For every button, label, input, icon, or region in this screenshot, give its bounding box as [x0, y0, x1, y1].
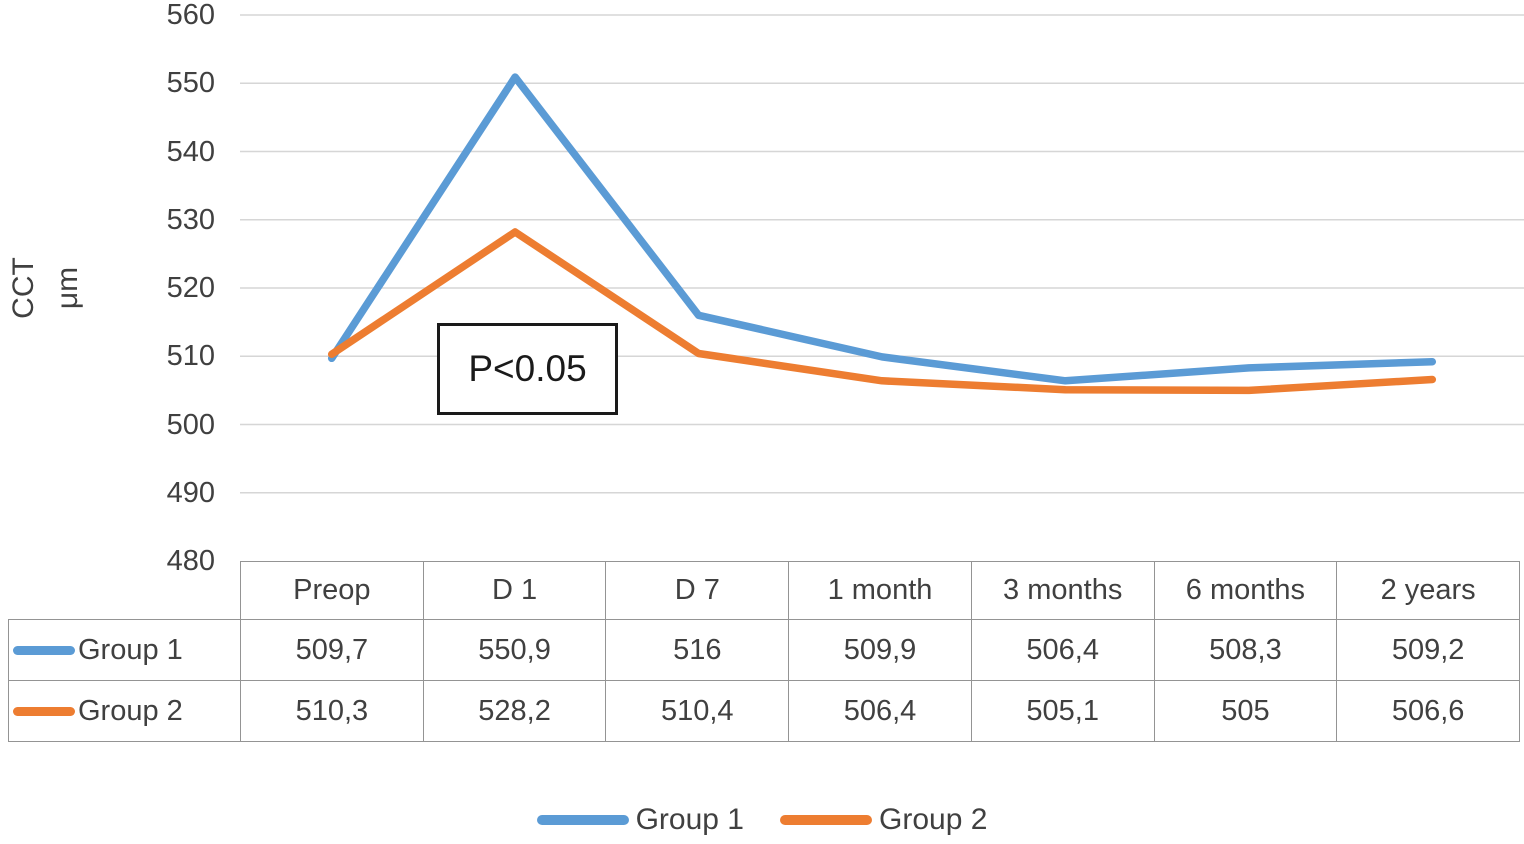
- table-value-cell: 510,3: [241, 681, 424, 742]
- legend-item-group-2: Group 2: [780, 803, 987, 837]
- y-axis-title-line1: CCT: [7, 257, 40, 319]
- series-key-line-icon: [13, 706, 75, 716]
- series-name-label: Group 2: [78, 694, 183, 727]
- y-axis-tick-label-500: 500: [166, 408, 215, 441]
- table-value-cell: 506,4: [971, 620, 1155, 681]
- y-axis-tick-label-530: 530: [166, 203, 215, 236]
- table-value-cell: 528,2: [423, 681, 607, 742]
- series-line-group-2: [327, 228, 1437, 395]
- table-header-cell-7: 2 years: [1337, 561, 1520, 620]
- table-value-cell: 505: [1154, 681, 1338, 742]
- y-axis-title: CCT μm: [2, 257, 90, 319]
- p-value-annotation-box: P<0.05: [437, 323, 618, 415]
- table-header-cell-5: 3 months: [971, 561, 1155, 620]
- y-axis-title-line2: μm: [51, 266, 84, 310]
- legend-label: Group 2: [879, 803, 988, 836]
- table-header-cell-3: D 7: [606, 561, 790, 620]
- table-header-cell-4: 1 month: [789, 561, 972, 620]
- table-value-cell: 506,6: [1337, 681, 1520, 742]
- table-value-cell: 509,7: [241, 620, 424, 681]
- table-value-cell: 516: [606, 620, 790, 681]
- table-value-cell: 505,1: [971, 681, 1155, 742]
- y-axis-tick-label-550: 550: [166, 67, 215, 100]
- legend-item-group-1: Group 1: [536, 803, 744, 837]
- y-axis-tick-label-510: 510: [166, 340, 215, 373]
- table-corner-cell: [8, 561, 241, 620]
- series-line-group-1: [327, 73, 1437, 385]
- legend-label: Group 1: [635, 803, 744, 836]
- table-header-cell-1: Preop: [241, 561, 424, 620]
- series-name-label: Group 1: [78, 633, 183, 666]
- p-value-annotation-text: P<0.05: [468, 348, 587, 389]
- y-axis-tick-label-490: 490: [166, 476, 215, 509]
- y-axis-tick-label-480: 480: [166, 545, 215, 577]
- legend-line-icon: [780, 815, 872, 825]
- plot-area: [240, 14, 1524, 494]
- series-row-label-group-1: Group 1: [8, 620, 241, 681]
- series-row-label-group-2: Group 2: [8, 681, 241, 742]
- y-axis-tick-label-540: 540: [166, 135, 215, 168]
- y-axis-tick-label-520: 520: [166, 272, 215, 304]
- table-value-cell: 550,9: [423, 620, 607, 681]
- chart-legend: Group 1 Group 2: [0, 797, 1524, 843]
- table-value-cell: 510,4: [606, 681, 790, 742]
- series-key-line-icon: [13, 645, 75, 655]
- table-header-cell-6: 6 months: [1154, 561, 1338, 620]
- table-value-cell: 506,4: [789, 681, 972, 742]
- table-value-cell: 508,3: [1154, 620, 1338, 681]
- y-axis-tick-label-560: 560: [166, 0, 215, 31]
- table-header-cell-2: D 1: [423, 561, 607, 620]
- legend-line-icon: [536, 815, 629, 825]
- table-value-cell: 509,2: [1337, 620, 1520, 681]
- table-value-cell: 509,9: [789, 620, 972, 681]
